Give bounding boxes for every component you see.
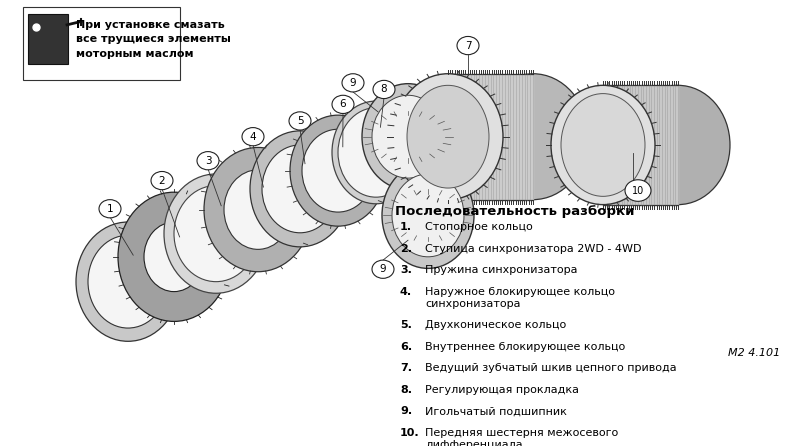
Ellipse shape xyxy=(382,162,474,268)
Ellipse shape xyxy=(407,85,489,188)
Text: 4.: 4. xyxy=(400,287,412,297)
Text: Наружное блокирующее кольцо
синхронизатора: Наружное блокирующее кольцо синхронизато… xyxy=(425,287,615,309)
Ellipse shape xyxy=(262,145,338,233)
Text: Регулирующая прокладка: Регулирующая прокладка xyxy=(425,384,579,395)
Ellipse shape xyxy=(164,174,268,293)
Ellipse shape xyxy=(338,107,414,197)
Text: 2.: 2. xyxy=(400,244,412,254)
Ellipse shape xyxy=(551,85,655,205)
Ellipse shape xyxy=(76,222,180,341)
Circle shape xyxy=(342,74,364,92)
Text: 5: 5 xyxy=(297,116,303,126)
Text: 8: 8 xyxy=(381,84,387,95)
Text: При установке смазать
все трущиеся элементы
моторным маслом: При установке смазать все трущиеся элеме… xyxy=(76,20,231,59)
Ellipse shape xyxy=(372,95,444,178)
Text: Ступица синхронизатора 2WD - 4WD: Ступица синхронизатора 2WD - 4WD xyxy=(425,244,642,254)
Text: 4: 4 xyxy=(250,132,256,142)
Circle shape xyxy=(332,95,354,113)
Text: Передняя шестерня межосевого
дифференциала: Передняя шестерня межосевого дифференциа… xyxy=(425,428,618,446)
Text: 7.: 7. xyxy=(400,363,412,373)
Text: 6: 6 xyxy=(340,99,346,109)
Text: 10.: 10. xyxy=(400,428,420,438)
Polygon shape xyxy=(448,74,533,200)
Text: 9: 9 xyxy=(350,78,356,88)
Ellipse shape xyxy=(302,129,374,212)
FancyBboxPatch shape xyxy=(28,14,68,64)
Ellipse shape xyxy=(174,186,258,282)
Ellipse shape xyxy=(392,174,464,257)
Text: 3: 3 xyxy=(205,156,211,166)
Text: 8.: 8. xyxy=(400,384,412,395)
Ellipse shape xyxy=(224,170,292,249)
FancyBboxPatch shape xyxy=(23,8,180,79)
Text: Последовательность разборки: Последовательность разборки xyxy=(395,206,634,219)
Ellipse shape xyxy=(204,148,312,272)
Text: 7: 7 xyxy=(465,41,471,50)
Ellipse shape xyxy=(362,84,454,190)
Circle shape xyxy=(242,128,264,146)
Text: 3.: 3. xyxy=(400,265,412,275)
Text: 10: 10 xyxy=(632,186,644,195)
Ellipse shape xyxy=(290,115,386,226)
Text: Пружина синхронизатора: Пружина синхронизатора xyxy=(425,265,578,275)
Text: 5.: 5. xyxy=(400,320,412,330)
Polygon shape xyxy=(603,85,678,205)
Text: 2: 2 xyxy=(158,176,166,186)
Text: 9: 9 xyxy=(380,264,386,274)
Ellipse shape xyxy=(561,94,645,196)
Ellipse shape xyxy=(118,192,230,322)
Ellipse shape xyxy=(88,235,168,328)
Text: Игольчатый подшипник: Игольчатый подшипник xyxy=(425,406,567,416)
Text: 6.: 6. xyxy=(400,342,412,351)
Ellipse shape xyxy=(144,222,204,292)
Circle shape xyxy=(372,260,394,278)
Ellipse shape xyxy=(332,101,420,204)
Circle shape xyxy=(625,180,651,201)
Text: 1: 1 xyxy=(106,204,114,214)
Text: Двухконическое кольцо: Двухконическое кольцо xyxy=(425,320,566,330)
Text: M2 4.101: M2 4.101 xyxy=(728,348,780,358)
Ellipse shape xyxy=(478,74,588,200)
Text: 9.: 9. xyxy=(400,406,412,416)
Text: Внутреннее блокирующее кольцо: Внутреннее блокирующее кольцо xyxy=(425,342,626,351)
Text: 1.: 1. xyxy=(400,222,412,232)
Circle shape xyxy=(457,37,479,55)
Ellipse shape xyxy=(393,74,503,200)
Ellipse shape xyxy=(626,85,730,205)
Text: Ведущий зубчатый шкив цепного привода: Ведущий зубчатый шкив цепного привода xyxy=(425,363,677,373)
Circle shape xyxy=(289,112,311,130)
Circle shape xyxy=(99,200,121,218)
Text: Стопорное кольцо: Стопорное кольцо xyxy=(425,222,533,232)
Ellipse shape xyxy=(250,131,350,247)
Circle shape xyxy=(197,152,219,170)
Circle shape xyxy=(373,80,395,99)
Circle shape xyxy=(151,171,173,190)
